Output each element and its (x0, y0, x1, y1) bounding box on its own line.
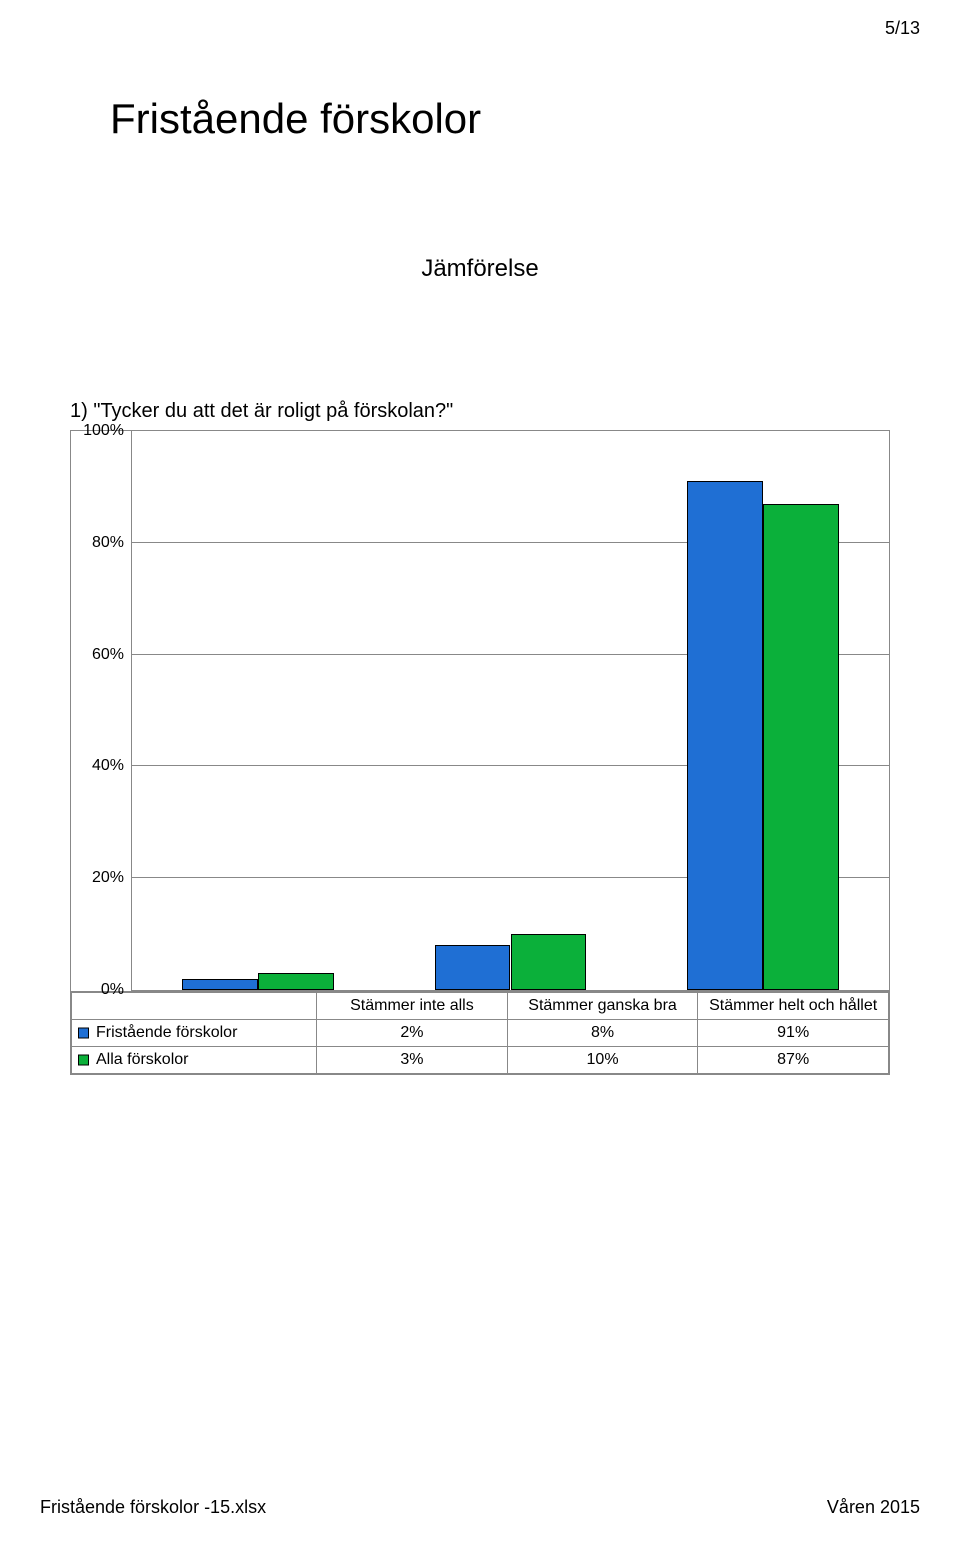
y-tick-label: 0% (101, 981, 132, 999)
data-cell: 2% (317, 1020, 508, 1047)
series-label: Alla förskolor (72, 1047, 317, 1074)
data-cell: 10% (507, 1047, 698, 1074)
bar (687, 481, 763, 990)
category-header: Stämmer helt och hållet (698, 993, 889, 1020)
y-tick-label: 20% (92, 869, 132, 887)
series-label: Fristående förskolor (72, 1020, 317, 1047)
chart-subtitle: Jämförelse (0, 255, 960, 283)
data-table: Stämmer inte allsStämmer ganska braStämm… (71, 992, 889, 1074)
chart-container: 0%20%40%60%80%100% Stämmer inte allsStäm… (70, 430, 890, 1075)
series-name: Alla förskolor (96, 1051, 188, 1068)
page-title: Fristående förskolor (110, 95, 481, 143)
gridline (132, 430, 889, 431)
question-text: 1) "Tycker du att det är roligt på försk… (70, 400, 453, 423)
footer-filename: Fristående förskolor -15.xlsx (40, 1497, 266, 1518)
bar (763, 504, 839, 990)
table-header-row: Stämmer inte allsStämmer ganska braStämm… (72, 993, 889, 1020)
category-header: Stämmer ganska bra (507, 993, 698, 1020)
data-cell: 91% (698, 1020, 889, 1047)
data-cell: 8% (507, 1020, 698, 1047)
data-cell: 87% (698, 1047, 889, 1074)
footer-date: Våren 2015 (827, 1497, 920, 1518)
bar (511, 934, 587, 990)
bar (182, 979, 258, 990)
bar (258, 973, 334, 990)
data-table-area: Stämmer inte allsStämmer ganska braStämm… (71, 991, 889, 1074)
bar (435, 945, 511, 990)
y-tick-label: 100% (83, 422, 132, 440)
y-tick-label: 80% (92, 534, 132, 552)
page-number: 5/13 (885, 18, 920, 39)
y-tick-label: 40% (92, 757, 132, 775)
data-cell: 3% (317, 1047, 508, 1074)
legend-swatch (78, 1055, 89, 1066)
plot-area: 0%20%40%60%80%100% (131, 431, 889, 991)
series-name: Fristående förskolor (96, 1024, 237, 1041)
legend-swatch (78, 1028, 89, 1039)
y-tick-label: 60% (92, 646, 132, 664)
table-row: Alla förskolor 3%10%87% (72, 1047, 889, 1074)
table-row: Fristående förskolor 2%8%91% (72, 1020, 889, 1047)
category-header: Stämmer inte alls (317, 993, 508, 1020)
